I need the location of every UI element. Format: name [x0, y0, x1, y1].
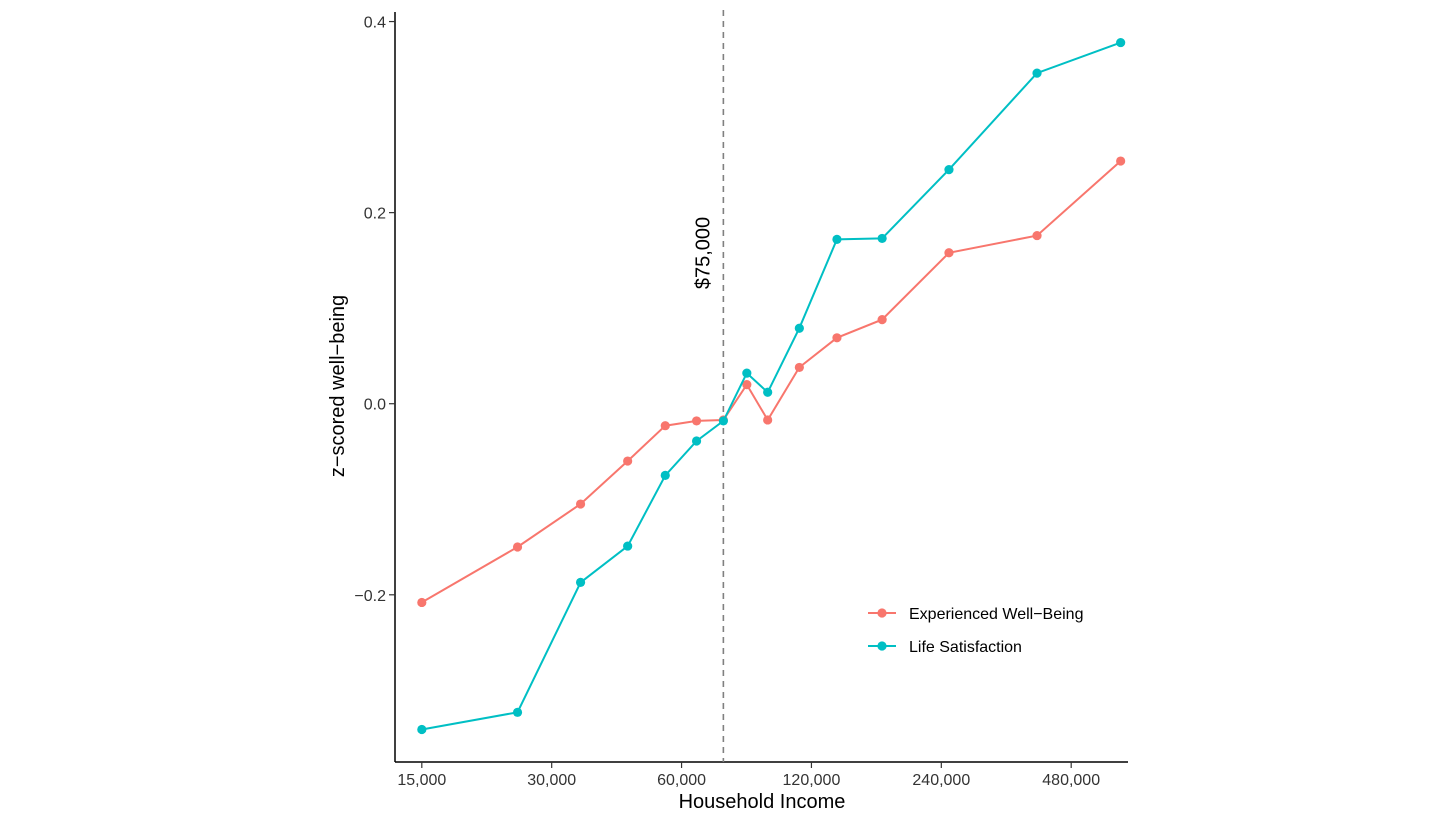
data-point — [1032, 68, 1042, 78]
data-point — [691, 416, 702, 426]
data-point — [623, 541, 633, 551]
data-point — [691, 436, 702, 446]
series-life-satisfaction — [417, 37, 1126, 735]
data-point — [763, 387, 773, 397]
data-point — [575, 499, 586, 509]
legend-key-point — [877, 641, 887, 651]
data-point — [763, 415, 773, 425]
x-tick-label: 120,000 — [783, 772, 841, 789]
x-tick-label: 480,000 — [1042, 772, 1100, 789]
data-point — [1116, 37, 1126, 48]
data-point — [575, 577, 586, 587]
series-group — [417, 37, 1126, 735]
x-tick-label: 240,000 — [912, 772, 970, 789]
data-point — [1116, 156, 1126, 166]
data-point — [742, 380, 752, 390]
data-point — [832, 234, 842, 244]
series-experienced-well-being — [417, 156, 1126, 608]
data-point — [623, 456, 633, 466]
legend-key-point — [877, 608, 887, 618]
data-point — [794, 323, 804, 333]
data-point — [944, 165, 954, 175]
x-tick-label: 15,000 — [397, 772, 446, 789]
y-tick-label: 0.2 — [364, 206, 386, 223]
x-tick-label: 30,000 — [527, 772, 576, 789]
data-point — [877, 315, 887, 325]
data-point — [1032, 230, 1042, 241]
data-point — [417, 724, 427, 735]
data-point — [512, 707, 523, 717]
data-point — [718, 416, 728, 426]
tick-marks: 15,000 30,000 60,000 120,000 240,000 480,000 −… — [354, 15, 1100, 789]
y-axis-title: z−scored well−being — [327, 295, 349, 477]
data-point — [794, 362, 804, 373]
data-point — [944, 248, 954, 258]
reference-line-group: $75,000 — [692, 10, 725, 762]
legend-item: Life Satisfaction — [868, 639, 1022, 656]
legend-item: Experienced Well−Being — [868, 606, 1083, 623]
x-tick-label: 60,000 — [657, 772, 706, 789]
series-line — [421, 41, 1122, 731]
data-point — [742, 368, 752, 378]
data-point — [660, 421, 670, 431]
legend-label: Life Satisfaction — [909, 639, 1022, 656]
data-point — [417, 597, 427, 608]
y-tick-label: 0.4 — [364, 15, 386, 32]
y-tick-label: −0.2 — [354, 588, 386, 605]
data-point — [512, 542, 523, 552]
axes — [394, 12, 1128, 763]
data-point — [877, 233, 887, 244]
reference-line-label: $75,000 — [692, 217, 714, 289]
data-point — [832, 333, 842, 343]
series-line — [421, 160, 1122, 604]
data-point — [660, 470, 670, 480]
y-tick-label: 0.0 — [364, 397, 386, 414]
legend-label: Experienced Well−Being — [909, 606, 1083, 623]
x-axis-title: Household Income — [679, 791, 846, 813]
legend: Experienced Well−Being Life Satisfaction — [868, 606, 1083, 656]
